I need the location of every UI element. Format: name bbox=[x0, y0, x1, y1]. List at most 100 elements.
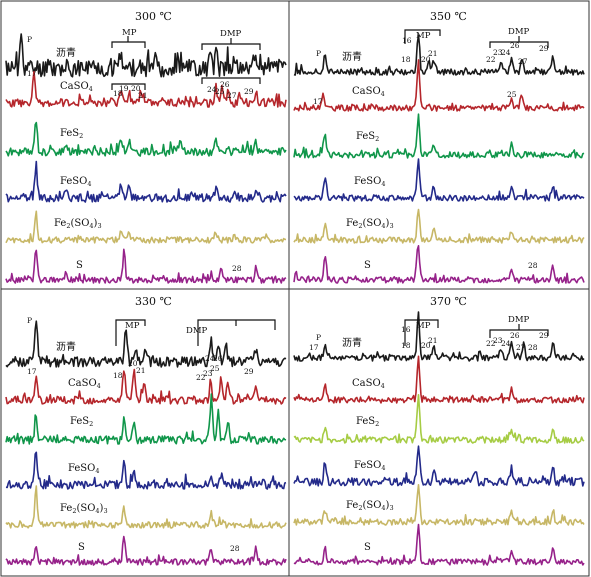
series-label: Fe2(SO4)3 bbox=[60, 503, 108, 515]
trace-1-5 bbox=[293, 245, 585, 284]
panel-title-300: 300 ℃ bbox=[135, 10, 172, 23]
peak-label: 22 bbox=[196, 373, 206, 382]
peak-label: 26 bbox=[510, 41, 520, 50]
group-bracket-mp bbox=[404, 29, 441, 44]
trace-1-2 bbox=[293, 113, 585, 159]
series-label: FeSO4 bbox=[68, 463, 100, 475]
peak-label: P bbox=[316, 49, 321, 58]
group-bracket-mp-lower bbox=[111, 83, 146, 90]
peak-label: 22 bbox=[486, 339, 496, 348]
trace-3-3 bbox=[293, 445, 585, 487]
peak-label: 29 bbox=[539, 331, 549, 340]
series-label: CaSO4 bbox=[352, 86, 385, 98]
series-label: CaSO4 bbox=[352, 378, 385, 390]
peak-label: 16 bbox=[402, 36, 412, 45]
peak-label: 18 bbox=[113, 371, 123, 380]
peak-label: 25 bbox=[215, 87, 225, 96]
peak-label: 17 bbox=[27, 69, 37, 78]
group-bracket-mp bbox=[115, 319, 146, 346]
trace-3-1 bbox=[293, 355, 585, 404]
group-bracket-dmp bbox=[489, 36, 549, 48]
group-label-mp: MP bbox=[122, 28, 137, 38]
peak-label: 25 bbox=[507, 90, 517, 99]
peak-label: 28 bbox=[230, 544, 240, 553]
trace-1-3 bbox=[293, 158, 585, 202]
trace-2-4 bbox=[5, 485, 287, 529]
peak-label: 20 bbox=[128, 359, 138, 368]
series-label: FeSO4 bbox=[354, 176, 386, 188]
peak-label: 16 bbox=[401, 325, 411, 334]
group-label-mp: MP bbox=[416, 321, 431, 331]
trace-3-5 bbox=[293, 523, 585, 566]
group-bracket-mp bbox=[111, 36, 146, 48]
series-label: 沥青 bbox=[56, 46, 76, 59]
trace-0-5 bbox=[5, 248, 287, 284]
trace-1-0 bbox=[293, 34, 585, 76]
series-label: S bbox=[364, 542, 371, 553]
peak-label: 21 bbox=[428, 336, 438, 345]
annotations-350: P 16 18 MP 20 21 22 23 24 26 27 29 17 25… bbox=[313, 27, 549, 270]
peak-label: 24 bbox=[205, 354, 215, 363]
trace-2-5 bbox=[5, 535, 287, 566]
peak-label: 17 bbox=[309, 343, 319, 352]
peak-label: 26 bbox=[213, 354, 223, 363]
trace-3-0 bbox=[293, 311, 585, 362]
trace-2-3 bbox=[5, 451, 287, 490]
peak-label: 20 bbox=[421, 55, 431, 64]
peak-label: 21 bbox=[138, 91, 148, 100]
group-bracket-dmp bbox=[489, 324, 549, 338]
group-label-dmp: DMP bbox=[508, 315, 530, 325]
group-label-dmp: DMP bbox=[186, 326, 208, 336]
peak-label: P bbox=[27, 316, 32, 325]
series-label: 沥青 bbox=[56, 340, 76, 353]
peak-label: 29 bbox=[244, 87, 254, 96]
series-label: FeSO4 bbox=[60, 176, 92, 188]
series-label: CaSO4 bbox=[68, 378, 101, 390]
trace-3-2 bbox=[293, 394, 585, 444]
series-label: FeS2 bbox=[60, 128, 83, 140]
series-label: FeS2 bbox=[70, 416, 93, 428]
peak-label: 17 bbox=[27, 367, 37, 376]
series-label: S bbox=[78, 542, 85, 553]
group-bracket-mp bbox=[404, 319, 439, 346]
trace-2-0 bbox=[5, 320, 287, 368]
annotations-370: P 17 16 18 MP 20 21 22 23 24 26 27 28 29… bbox=[309, 315, 549, 352]
group-label-mp: MP bbox=[416, 31, 431, 41]
series-label: Fe2(SO4)3 bbox=[54, 218, 102, 230]
series-label: S bbox=[76, 260, 83, 271]
trace-0-2 bbox=[5, 121, 287, 157]
trace-1-4 bbox=[293, 208, 585, 244]
peak-label: 27 bbox=[227, 91, 237, 100]
series-label: FeSO4 bbox=[354, 460, 386, 472]
peak-label: 18 bbox=[113, 89, 123, 98]
group-label-dmp: DMP bbox=[220, 29, 242, 39]
series-label: 沥青 bbox=[342, 50, 362, 63]
peak-label: 20 bbox=[131, 84, 141, 93]
trace-0-0 bbox=[5, 33, 287, 78]
panel-title-330: 330 ℃ bbox=[135, 295, 172, 308]
peak-label: 24 bbox=[501, 48, 511, 57]
peak-label: 23 bbox=[203, 369, 213, 378]
peak-label: 19 bbox=[119, 84, 129, 93]
trace-1-1 bbox=[293, 59, 585, 112]
peak-label: P bbox=[316, 333, 321, 342]
peak-label: 27 bbox=[516, 343, 526, 352]
group-bracket-dmp bbox=[201, 38, 261, 50]
series-label: S bbox=[364, 260, 371, 271]
peak-label: 23 bbox=[493, 48, 503, 57]
peak-label: 28 bbox=[232, 264, 242, 273]
trace-0-1 bbox=[5, 70, 287, 108]
peak-label: 21 bbox=[428, 49, 438, 58]
series-label: Fe2(SO4)3 bbox=[346, 218, 394, 230]
annotations-330: P 17 18 20 21 22 23 24 26 25 29 28 MP DM… bbox=[27, 316, 276, 553]
peak-label: 26 bbox=[510, 331, 520, 340]
peak-label: 26 bbox=[220, 80, 230, 89]
trace-3-4 bbox=[293, 484, 585, 526]
series-label: CaSO4 bbox=[60, 81, 93, 93]
group-label-mp: MP bbox=[125, 321, 140, 331]
group-bracket-dmp bbox=[197, 319, 276, 346]
peak-label: 24 bbox=[207, 85, 217, 94]
peak-label: 23 bbox=[493, 336, 503, 345]
series-label: 沥青 bbox=[342, 336, 362, 349]
